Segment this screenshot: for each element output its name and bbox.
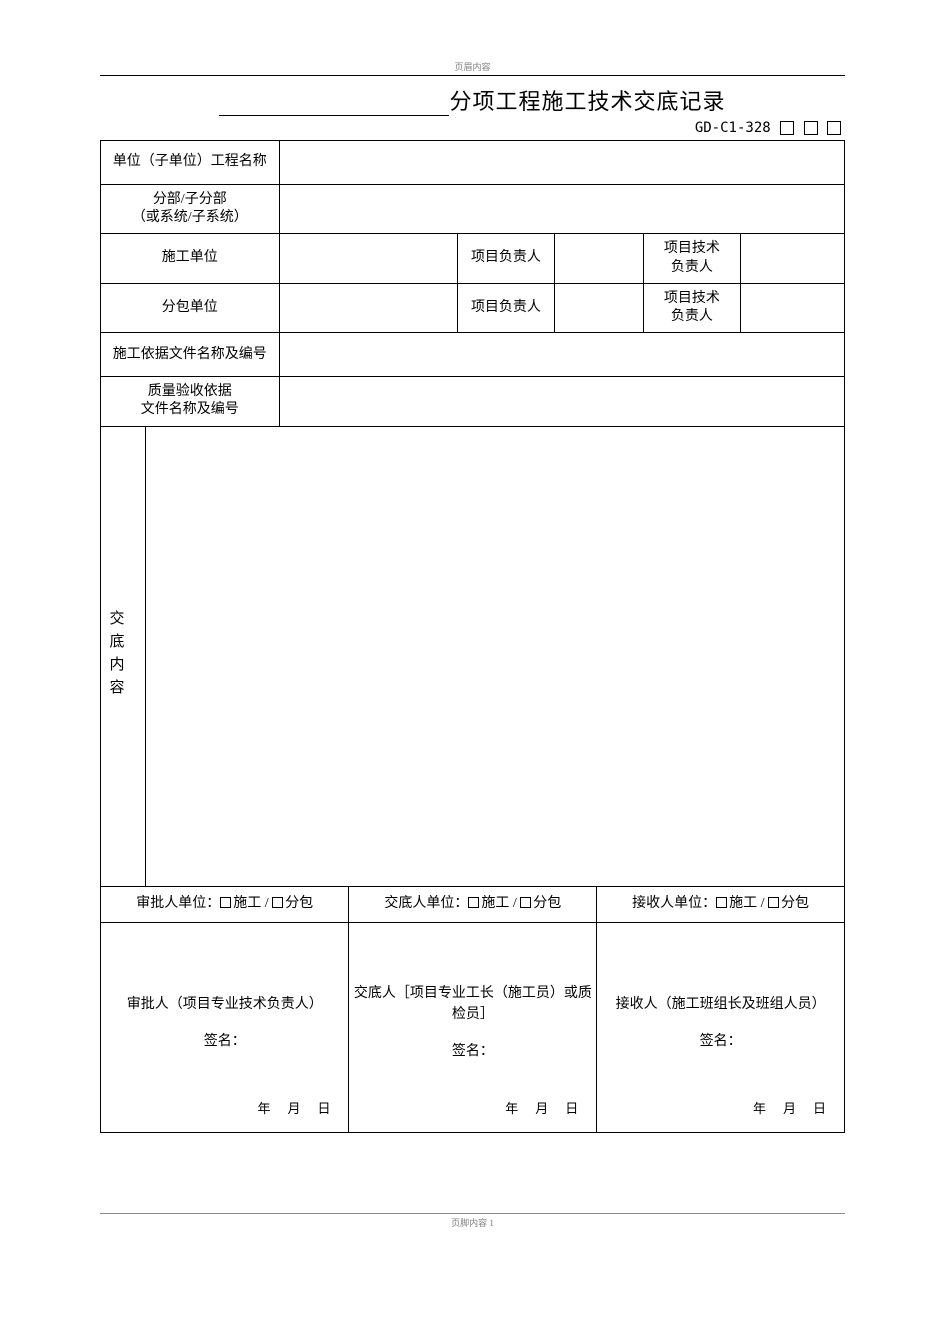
checkbox-icon: [520, 897, 531, 908]
opt-subcontract-1: 分包: [285, 896, 313, 911]
value-subcontract-unit: [279, 283, 458, 332]
label-ptl2-l1: 项目技术: [664, 291, 720, 306]
approver-unit-prefix: 审批人单位：: [136, 896, 220, 911]
label-project-tech-leader-2: 项目技术 负责人: [644, 283, 741, 332]
row-sig-unit-header: 审批人单位： 施工 / 分包 交底人单位： 施工 / 分包 接收人单位： 施工 / 分…: [101, 887, 845, 923]
row-unit-project: 单位（子单位）工程名称: [101, 141, 845, 185]
discloser-sign-label: 签名：: [353, 1043, 592, 1061]
value-content: [145, 426, 844, 886]
form-code-row: GD-C1-328: [100, 120, 845, 136]
discloser-unit-cell: 交底人单位： 施工 / 分包: [349, 887, 597, 923]
value-quality-basis: [279, 377, 844, 426]
value-unit-project-name: [279, 141, 844, 185]
label-construction-unit: 施工单位: [101, 234, 280, 283]
title-blank-underline: [219, 92, 449, 116]
label-unit-project-name: 单位（子单位）工程名称: [101, 141, 280, 185]
discloser-date: 年 月 日: [505, 1101, 580, 1118]
content-label-text: 交底内容: [105, 610, 125, 702]
approver-sign-label: 签名：: [105, 1033, 344, 1051]
form-code-text: GD-C1-328: [695, 120, 771, 136]
title-row: 分项工程施工技术交底记录: [100, 84, 845, 116]
row-sig-body: 审批人（项目专业技术负责人） 签名： 年 月 日 交底人［项目专业工长（施工员）…: [101, 923, 845, 1133]
code-box-1: [780, 121, 794, 135]
form-title: 分项工程施工技术交底记录: [449, 84, 725, 116]
approver-role: 审批人（项目专业技术负责人）: [105, 994, 344, 1015]
label-quality-basis-l2: 文件名称及编号: [141, 402, 239, 417]
row-subcontract-unit: 分包单位 项目负责人 项目技术 负责人: [101, 283, 845, 332]
code-box-2: [804, 121, 818, 135]
discloser-role: 交底人［项目专业工长（施工员）或质检员］: [353, 983, 592, 1025]
code-box-3: [827, 121, 841, 135]
signature-table: 审批人单位： 施工 / 分包 交底人单位： 施工 / 分包 接收人单位： 施工 / 分…: [100, 887, 845, 1134]
opt-subcontract-2: 分包: [533, 896, 561, 911]
page-footer-watermark: 页脚内容 1: [100, 1213, 845, 1229]
footer-page-num: 1: [489, 1218, 494, 1228]
row-quality-basis: 质量验收依据 文件名称及编号: [101, 377, 845, 426]
value-project-tech-leader-1: [740, 234, 844, 283]
discloser-sign-cell: 交底人［项目专业工长（施工员）或质检员］ 签名： 年 月 日: [349, 923, 597, 1133]
receiver-sign-label: 签名：: [601, 1033, 840, 1051]
approver-sign-cell: 审批人（项目专业技术负责人） 签名： 年 月 日: [101, 923, 349, 1133]
receiver-sign-cell: 接收人（施工班组长及班组人员） 签名： 年 月 日: [597, 923, 845, 1133]
row-content: 交底内容: [101, 426, 845, 886]
receiver-date: 年 月 日: [753, 1101, 828, 1118]
value-project-leader-1: [554, 234, 643, 283]
row-construction-unit: 施工单位 项目负责人 项目技术 负责人: [101, 234, 845, 283]
label-sub-division-l1: 分部/子分部: [153, 192, 227, 207]
checkbox-icon: [716, 897, 727, 908]
opt-construction-2: 施工: [481, 896, 509, 911]
label-ptl2-l2: 负责人: [671, 309, 713, 324]
label-quality-basis-l1: 质量验收依据: [148, 384, 232, 399]
sep-2: /: [509, 896, 520, 911]
receiver-unit-prefix: 接收人单位：: [632, 896, 716, 911]
page-header-watermark: 页眉内容: [100, 60, 845, 76]
checkbox-icon: [272, 897, 283, 908]
label-sub-division-l2: （或系统/子系统）: [132, 210, 248, 225]
label-project-leader-1: 项目负责人: [458, 234, 555, 283]
discloser-unit-prefix: 交底人单位：: [384, 896, 468, 911]
sep-3: /: [757, 896, 768, 911]
opt-construction-1: 施工: [233, 896, 261, 911]
approver-unit-cell: 审批人单位： 施工 / 分包: [101, 887, 349, 923]
value-sub-division: [279, 185, 844, 234]
label-ptl1-l1: 项目技术: [664, 241, 720, 256]
value-basis-doc: [279, 333, 844, 377]
label-content-vertical: 交底内容: [101, 426, 146, 886]
opt-subcontract-3: 分包: [781, 896, 809, 911]
label-ptl1-l2: 负责人: [671, 260, 713, 275]
main-form-table: 单位（子单位）工程名称 分部/子分部 （或系统/子系统） 施工单位 项目负责人 …: [100, 140, 845, 887]
label-sub-division: 分部/子分部 （或系统/子系统）: [101, 185, 280, 234]
opt-construction-3: 施工: [729, 896, 757, 911]
row-basis-doc: 施工依据文件名称及编号: [101, 333, 845, 377]
label-project-leader-2: 项目负责人: [458, 283, 555, 332]
sep-1: /: [261, 896, 272, 911]
checkbox-icon: [768, 897, 779, 908]
value-project-leader-2: [554, 283, 643, 332]
label-subcontract-unit: 分包单位: [101, 283, 280, 332]
footer-text: 页脚内容: [451, 1218, 487, 1228]
value-construction-unit: [279, 234, 458, 283]
checkbox-icon: [468, 897, 479, 908]
receiver-unit-cell: 接收人单位： 施工 / 分包: [597, 887, 845, 923]
label-project-tech-leader-1: 项目技术 负责人: [644, 234, 741, 283]
receiver-role: 接收人（施工班组长及班组人员）: [601, 994, 840, 1015]
checkbox-icon: [220, 897, 231, 908]
row-sub-division: 分部/子分部 （或系统/子系统）: [101, 185, 845, 234]
value-project-tech-leader-2: [740, 283, 844, 332]
label-basis-doc: 施工依据文件名称及编号: [101, 333, 280, 377]
label-quality-basis: 质量验收依据 文件名称及编号: [101, 377, 280, 426]
approver-date: 年 月 日: [257, 1101, 332, 1118]
